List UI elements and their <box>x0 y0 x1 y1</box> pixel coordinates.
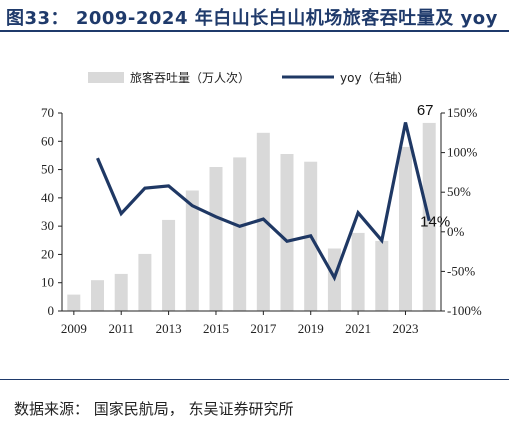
bar-series <box>67 122 436 312</box>
axes: 0 10 20 30 40 50 60 70 -100% -50% 0% 50% 100% 150% 200… <box>41 105 482 336</box>
bar-2014 <box>185 190 199 311</box>
y-left-tick-label: 20 <box>41 246 54 261</box>
y-right-tick-label: -100% <box>447 303 482 318</box>
bar-2011 <box>114 273 128 311</box>
y-left-tick-label: 0 <box>48 303 55 318</box>
chart-title: 图33： 2009-2024 年白山长白山机场旅客吞吐量及 yoy <box>6 8 498 29</box>
bar-2023 <box>399 146 412 311</box>
y-left-tick-label: 30 <box>41 218 54 233</box>
line-series <box>96 122 431 282</box>
y-right-tick-label: -50% <box>447 263 475 278</box>
bar-2021 <box>351 232 365 311</box>
data-label: 14% <box>420 214 450 231</box>
data-label: 67 <box>417 102 434 119</box>
bar-2016 <box>233 157 247 311</box>
legend-bar-label: 旅客吞吐量（万人次） <box>130 70 250 85</box>
source-rule <box>0 379 509 380</box>
x-tick-label: 2023 <box>392 321 418 336</box>
bar-2018 <box>280 154 294 311</box>
x-tick-label: 2011 <box>108 321 134 336</box>
legend-bar-swatch <box>88 72 124 83</box>
bar-2009 <box>67 294 81 311</box>
bar-2013 <box>162 219 176 311</box>
x-tick-label: 2009 <box>61 321 87 336</box>
x-tick-label: 2021 <box>345 321 371 336</box>
y-left-tick-label: 70 <box>41 105 54 120</box>
data-labels: 67 14% <box>417 102 450 231</box>
legend-line-label: yoy（右轴） <box>340 70 410 85</box>
source-note: 数据来源： 国家民航局， 东吴证券研究所 <box>14 400 294 418</box>
x-tick-label: 2015 <box>203 321 229 336</box>
bar-2012 <box>138 253 152 311</box>
y-left-tick-label: 50 <box>41 162 54 177</box>
y-right-tick-label: 100% <box>447 145 478 160</box>
y-left-tick-label: 60 <box>41 133 54 148</box>
bar-2017 <box>256 132 270 311</box>
x-tick-label: 2019 <box>298 321 324 336</box>
y-right-tick-label: 150% <box>447 105 478 120</box>
bar-2010 <box>91 280 104 311</box>
bar-2022 <box>375 240 389 311</box>
y-left-tick-label: 40 <box>41 190 54 205</box>
x-tick-label: 2013 <box>156 321 182 336</box>
bar-2015 <box>209 167 223 311</box>
x-tick-label: 2017 <box>250 321 277 336</box>
title-rule <box>0 30 509 32</box>
y-left-tick-label: 10 <box>41 275 54 290</box>
legend: 旅客吞吐量（万人次） yoy（右轴） <box>88 70 410 85</box>
y-right-tick-label: 50% <box>447 184 471 199</box>
y-right-tick-label: 0% <box>447 224 465 239</box>
